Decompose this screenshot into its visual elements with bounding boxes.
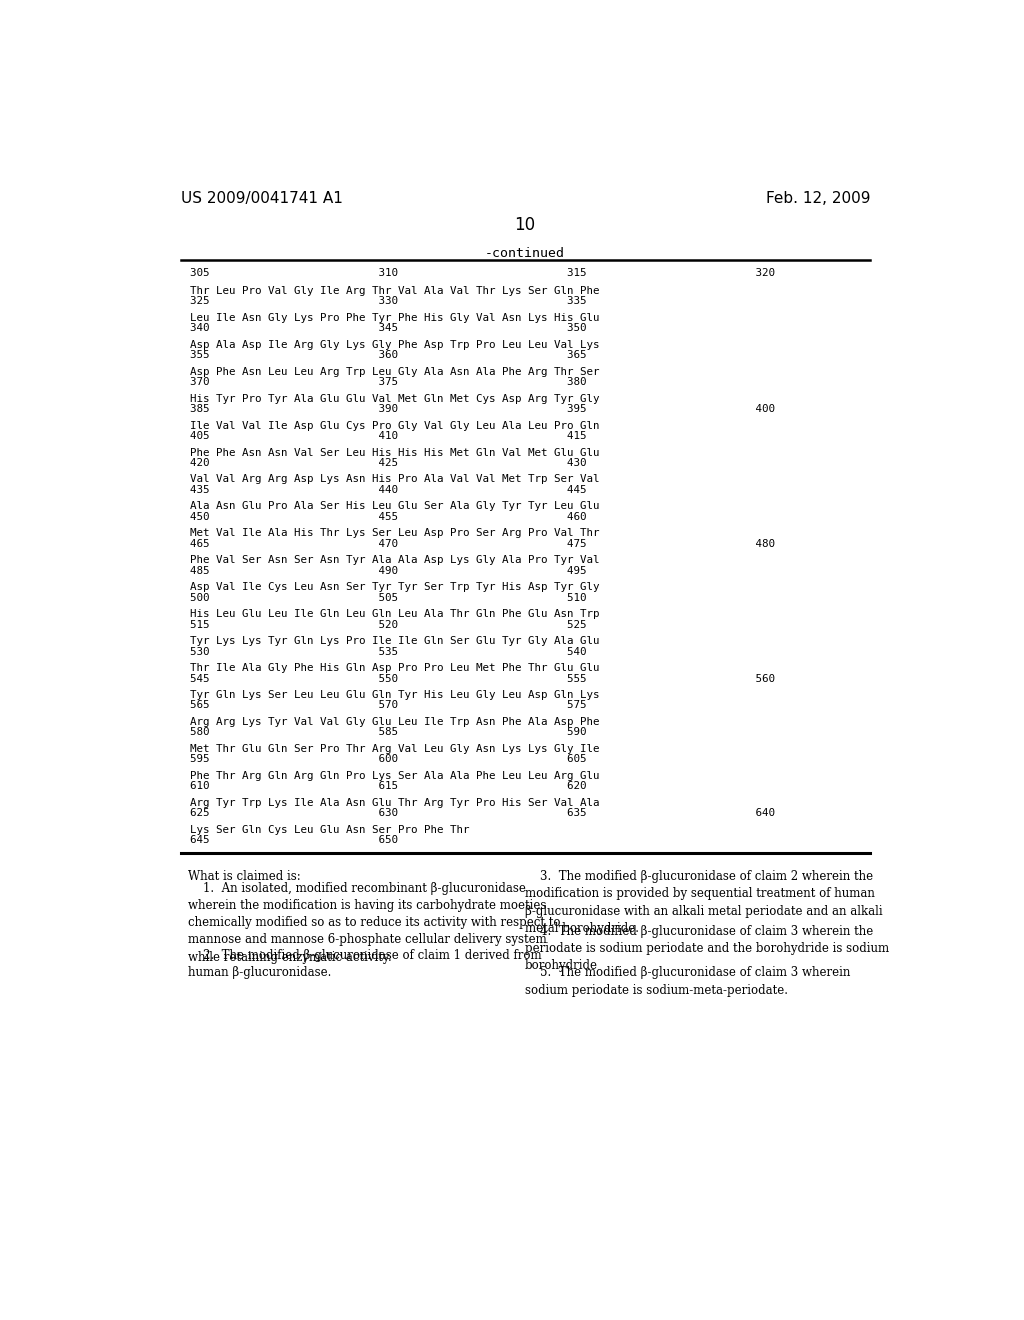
Text: 625                          630                          635                   : 625 630 635 [190, 808, 775, 818]
Text: 1.  An isolated, modified recombinant β-glucuronidase
wherein the modification i: 1. An isolated, modified recombinant β-g… [188, 882, 561, 964]
Text: 610                          615                          620: 610 615 620 [190, 781, 587, 791]
Text: 10: 10 [514, 216, 536, 234]
Text: Thr Ile Ala Gly Phe His Gln Asp Pro Pro Leu Met Phe Thr Glu Glu: Thr Ile Ala Gly Phe His Gln Asp Pro Pro … [190, 663, 599, 673]
Text: His Leu Glu Leu Ile Gln Leu Gln Leu Ala Thr Gln Phe Glu Asn Trp: His Leu Glu Leu Ile Gln Leu Gln Leu Ala … [190, 610, 599, 619]
Text: His Tyr Pro Tyr Ala Glu Glu Val Met Gln Met Cys Asp Arg Tyr Gly: His Tyr Pro Tyr Ala Glu Glu Val Met Gln … [190, 393, 599, 404]
Text: 465                          470                          475                   : 465 470 475 [190, 539, 775, 549]
Text: 340                          345                          350: 340 345 350 [190, 323, 587, 333]
Text: Lys Ser Gln Cys Leu Glu Asn Ser Pro Phe Thr: Lys Ser Gln Cys Leu Glu Asn Ser Pro Phe … [190, 825, 469, 834]
Text: 515                          520                          525: 515 520 525 [190, 619, 587, 630]
Text: 4.  The modified β-glucuronidase of claim 3 wherein the
periodate is sodium peri: 4. The modified β-glucuronidase of claim… [524, 924, 889, 972]
Text: 645                          650: 645 650 [190, 836, 398, 845]
Text: 565                          570                          575: 565 570 575 [190, 701, 587, 710]
Text: 580                          585                          590: 580 585 590 [190, 727, 587, 738]
Text: Thr Leu Pro Val Gly Ile Arg Thr Val Ala Val Thr Lys Ser Gln Phe: Thr Leu Pro Val Gly Ile Arg Thr Val Ala … [190, 286, 599, 296]
Text: 2.  The modified β-glucuronidase of claim 1 derived from
human β-glucuronidase.: 2. The modified β-glucuronidase of claim… [188, 949, 542, 979]
Text: 530                          535                          540: 530 535 540 [190, 647, 587, 656]
Text: Asp Ala Asp Ile Arg Gly Lys Gly Phe Asp Trp Pro Leu Leu Val Lys: Asp Ala Asp Ile Arg Gly Lys Gly Phe Asp … [190, 339, 599, 350]
Text: 500                          505                          510: 500 505 510 [190, 593, 587, 603]
Text: 545                          550                          555                   : 545 550 555 [190, 673, 775, 684]
Text: Arg Tyr Trp Lys Ile Ala Asn Glu Thr Arg Tyr Pro His Ser Val Ala: Arg Tyr Trp Lys Ile Ala Asn Glu Thr Arg … [190, 797, 599, 808]
Text: Feb. 12, 2009: Feb. 12, 2009 [766, 191, 870, 206]
Text: 305                          310                          315                   : 305 310 315 [190, 268, 775, 277]
Text: 3.  The modified β-glucuronidase of claim 2 wherein the
modification is provided: 3. The modified β-glucuronidase of claim… [524, 870, 883, 935]
Text: 450                          455                          460: 450 455 460 [190, 512, 587, 521]
Text: Ile Val Val Ile Asp Glu Cys Pro Gly Val Gly Leu Ala Leu Pro Gln: Ile Val Val Ile Asp Glu Cys Pro Gly Val … [190, 421, 599, 430]
Text: 435                          440                          445: 435 440 445 [190, 484, 587, 495]
Text: Arg Arg Lys Tyr Val Val Gly Glu Leu Ile Trp Asn Phe Ala Asp Phe: Arg Arg Lys Tyr Val Val Gly Glu Leu Ile … [190, 717, 599, 727]
Text: Ala Asn Glu Pro Ala Ser His Leu Glu Ser Ala Gly Tyr Tyr Leu Glu: Ala Asn Glu Pro Ala Ser His Leu Glu Ser … [190, 502, 599, 511]
Text: 385                          390                          395                   : 385 390 395 [190, 404, 775, 414]
Text: Phe Val Ser Asn Ser Asn Tyr Ala Ala Asp Lys Gly Ala Pro Tyr Val: Phe Val Ser Asn Ser Asn Tyr Ala Ala Asp … [190, 556, 599, 565]
Text: Phe Phe Asn Asn Val Ser Leu His His His Met Gln Val Met Glu Glu: Phe Phe Asn Asn Val Ser Leu His His His … [190, 447, 599, 458]
Text: 355                          360                          365: 355 360 365 [190, 350, 587, 360]
Text: Asp Val Ile Cys Leu Asn Ser Tyr Tyr Ser Trp Tyr His Asp Tyr Gly: Asp Val Ile Cys Leu Asn Ser Tyr Tyr Ser … [190, 582, 599, 593]
Text: Phe Thr Arg Gln Arg Gln Pro Lys Ser Ala Ala Phe Leu Leu Arg Glu: Phe Thr Arg Gln Arg Gln Pro Lys Ser Ala … [190, 771, 599, 781]
Text: Met Thr Glu Gln Ser Pro Thr Arg Val Leu Gly Asn Lys Lys Gly Ile: Met Thr Glu Gln Ser Pro Thr Arg Val Leu … [190, 744, 599, 754]
Text: -continued: -continued [484, 247, 565, 260]
Text: Met Val Ile Ala His Thr Lys Ser Leu Asp Pro Ser Arg Pro Val Thr: Met Val Ile Ala His Thr Lys Ser Leu Asp … [190, 528, 599, 539]
Text: Leu Ile Asn Gly Lys Pro Phe Tyr Phe His Gly Val Asn Lys His Glu: Leu Ile Asn Gly Lys Pro Phe Tyr Phe His … [190, 313, 599, 323]
Text: Tyr Lys Lys Tyr Gln Lys Pro Ile Ile Gln Ser Glu Tyr Gly Ala Glu: Tyr Lys Lys Tyr Gln Lys Pro Ile Ile Gln … [190, 636, 599, 647]
Text: Tyr Gln Lys Ser Leu Leu Glu Gln Tyr His Leu Gly Leu Asp Gln Lys: Tyr Gln Lys Ser Leu Leu Glu Gln Tyr His … [190, 690, 599, 700]
Text: 370                          375                          380: 370 375 380 [190, 378, 587, 387]
Text: What is claimed is:: What is claimed is: [188, 870, 301, 883]
Text: 325                          330                          335: 325 330 335 [190, 296, 587, 306]
Text: 595                          600                          605: 595 600 605 [190, 755, 587, 764]
Text: Asp Phe Asn Leu Leu Arg Trp Leu Gly Ala Asn Ala Phe Arg Thr Ser: Asp Phe Asn Leu Leu Arg Trp Leu Gly Ala … [190, 367, 599, 376]
Text: 485                          490                          495: 485 490 495 [190, 566, 587, 576]
Text: 5.  The modified β-glucuronidase of claim 3 wherein
sodium periodate is sodium-m: 5. The modified β-glucuronidase of claim… [524, 966, 850, 997]
Text: 420                          425                          430: 420 425 430 [190, 458, 587, 467]
Text: US 2009/0041741 A1: US 2009/0041741 A1 [180, 191, 343, 206]
Text: 405                          410                          415: 405 410 415 [190, 430, 587, 441]
Text: Val Val Arg Arg Asp Lys Asn His Pro Ala Val Val Met Trp Ser Val: Val Val Arg Arg Asp Lys Asn His Pro Ala … [190, 474, 599, 484]
